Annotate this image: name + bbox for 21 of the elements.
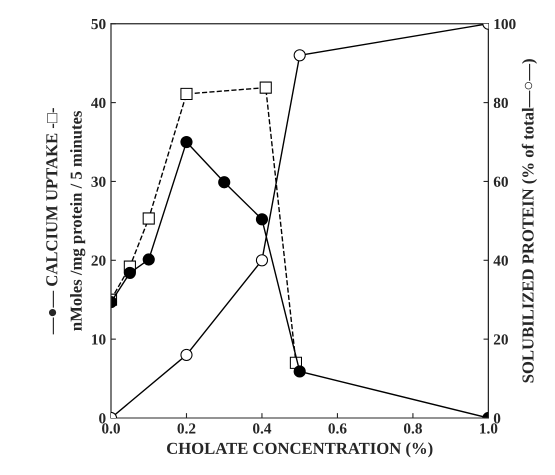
y-tick-label: 10 bbox=[92, 334, 106, 345]
y2-tick-label: 0 bbox=[494, 413, 500, 424]
x-tick-label: 0.6 bbox=[328, 423, 347, 434]
y2-tick-label: 60 bbox=[494, 176, 508, 187]
x-tick-label: 0.8 bbox=[404, 423, 422, 434]
y-tick-label: 20 bbox=[92, 255, 106, 266]
y-tick-label: 30 bbox=[91, 176, 106, 187]
y-axis-title: —●— CALCIUM UPTAKE -□- nMoles /mg protein / 5 minutes bbox=[46, 108, 86, 334]
y2-tick-label: 80 bbox=[494, 98, 508, 108]
x-tick-label: 0.2 bbox=[178, 423, 196, 434]
y-tick-label: 40 bbox=[91, 98, 106, 108]
x-tick-label: 0.0 bbox=[102, 423, 120, 434]
y2-tick-label: 40 bbox=[493, 255, 508, 266]
x-tick-label: 1.0 bbox=[480, 423, 498, 434]
y-tick-label: 0 bbox=[99, 413, 106, 424]
x-axis-title: CHOLATE CONCENTRATION (%) bbox=[167, 442, 432, 458]
y-tick-label: 50 bbox=[91, 18, 106, 30]
x-tick-label: 0.4 bbox=[252, 423, 272, 434]
y2-tick-label: 100 bbox=[494, 18, 516, 30]
y2-axis-title: SOLUBILIZED PROTEIN (% of total—○—) bbox=[522, 59, 538, 382]
y2-tick-label: 20 bbox=[494, 334, 508, 345]
